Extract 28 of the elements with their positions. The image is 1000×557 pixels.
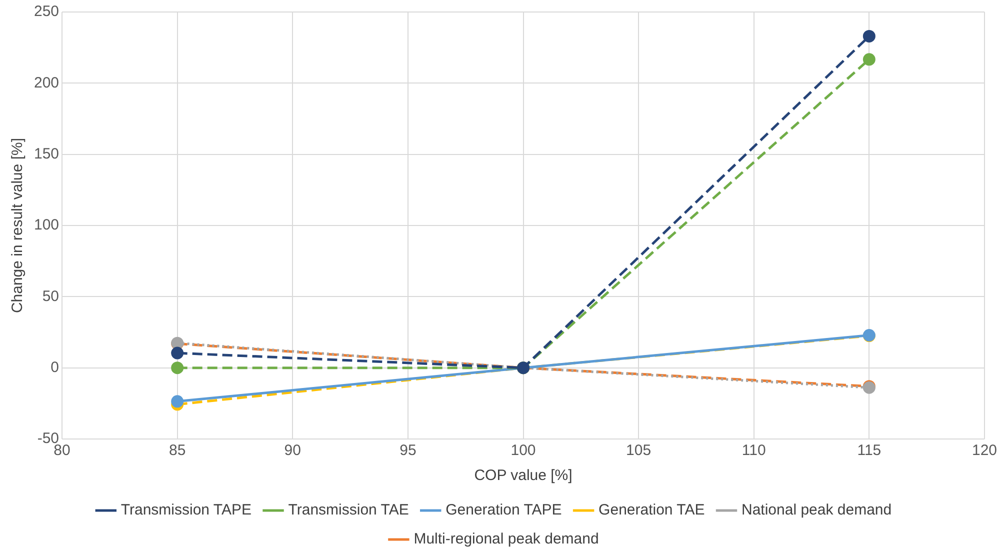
- x-tick-label: 110: [742, 442, 766, 460]
- x-tick-label: 115: [857, 442, 882, 460]
- x-tick-label: 100: [510, 442, 536, 460]
- legend-label: Generation TAPE: [446, 502, 562, 519]
- point: [862, 53, 876, 66]
- x-axis-title: COP value [%]: [474, 467, 572, 484]
- x-tick-label: 95: [400, 442, 416, 460]
- x-tick-label: 80: [54, 442, 70, 460]
- point: [171, 362, 184, 374]
- legend-label: National peak demand: [742, 502, 892, 519]
- y-tick-label: 0: [50, 358, 60, 376]
- x-tick-label: 85: [168, 442, 186, 460]
- y-tick-label: 250: [34, 3, 60, 20]
- y-tick-label: 200: [34, 74, 60, 92]
- point: [171, 346, 184, 360]
- legend-label: Multi-regional peak demand: [414, 530, 599, 548]
- point: [862, 30, 876, 42]
- legend-label: Transmission TAE: [288, 502, 409, 519]
- y-tick-label: 150: [34, 145, 60, 162]
- y-axis-title: Change in result value [%]: [9, 138, 26, 314]
- point: [171, 395, 184, 408]
- y-tick-label: 50: [42, 288, 60, 305]
- x-tick-label: 90: [284, 442, 301, 460]
- x-tick-label: 120: [972, 442, 997, 460]
- legend-label: Generation TAE: [598, 502, 705, 519]
- legend-label: Transmission TAPE: [120, 502, 252, 519]
- y-tick-label: 100: [34, 216, 60, 234]
- x-tick-label: 105: [626, 442, 652, 460]
